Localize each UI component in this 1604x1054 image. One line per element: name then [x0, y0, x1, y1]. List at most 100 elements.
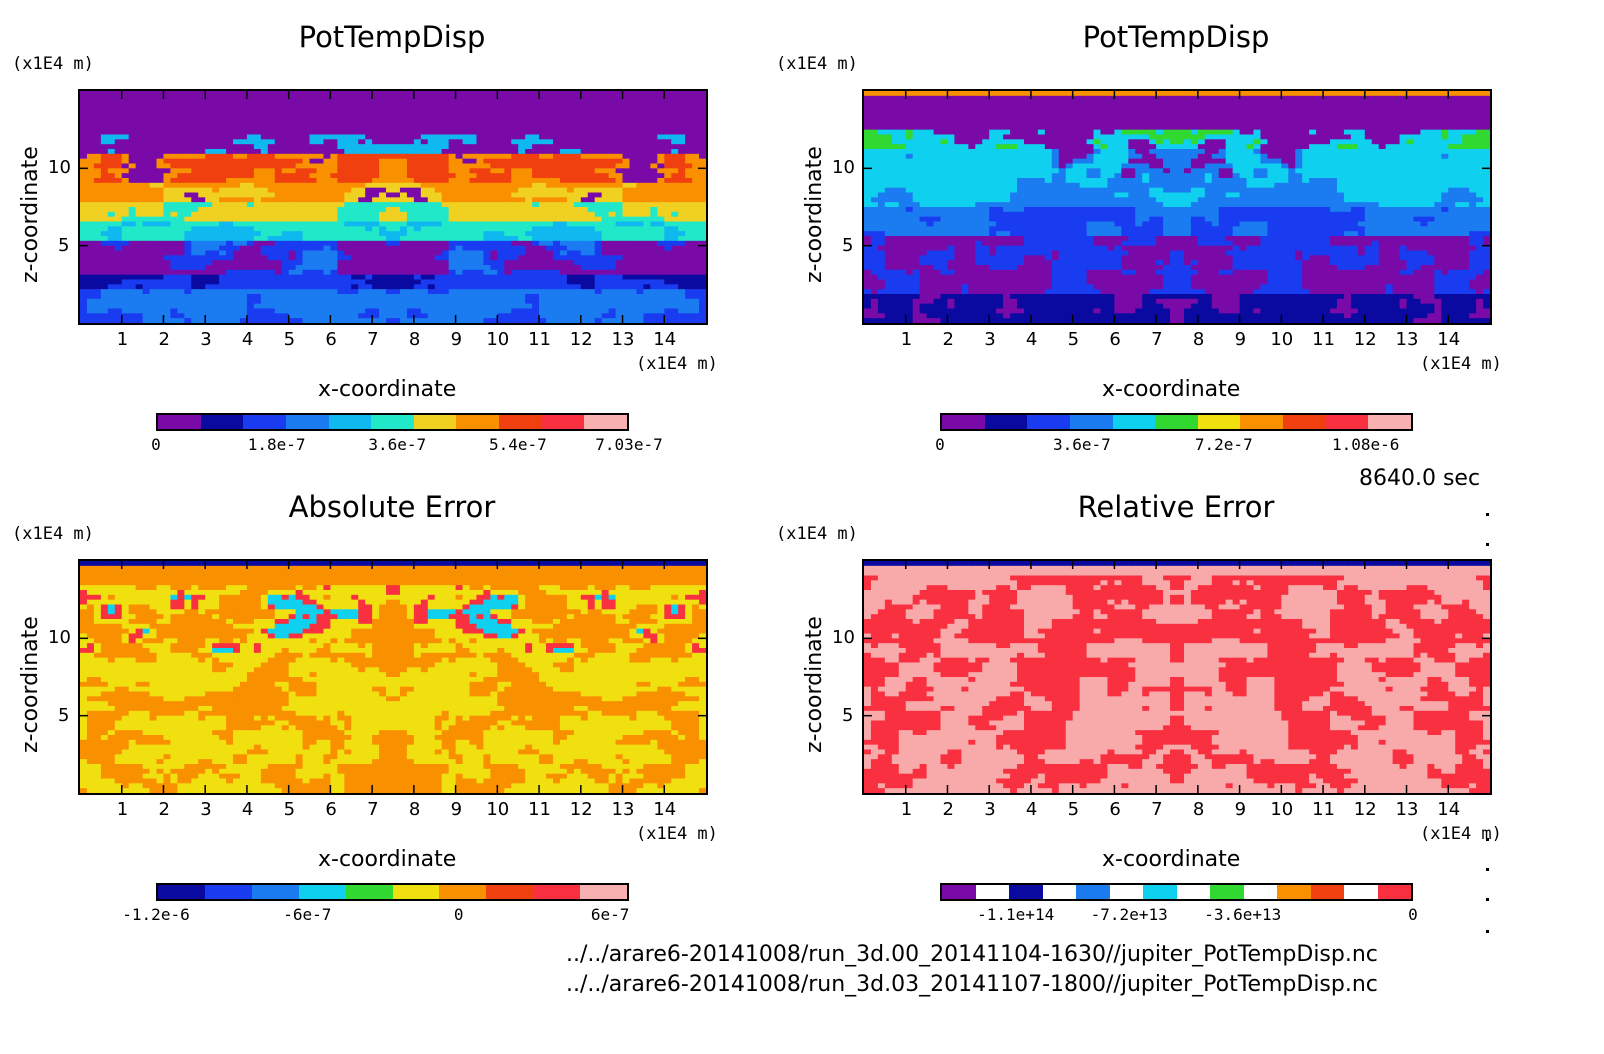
- heatmap-cell: [532, 226, 540, 232]
- heatmap-cell: [267, 158, 276, 165]
- heatmap-cell: [316, 265, 325, 271]
- heatmap-cell: [365, 313, 373, 319]
- heatmap-cell: [580, 173, 589, 179]
- heatmap-cell: [497, 202, 505, 208]
- heatmap-cell: [671, 168, 679, 174]
- heatmap-cell: [226, 216, 234, 223]
- heatmap-cell: [434, 134, 443, 140]
- heatmap-cell: [601, 110, 610, 116]
- heatmap-cell: [316, 163, 325, 169]
- heatmap-cell: [135, 298, 144, 305]
- heatmap-cell: [448, 95, 457, 102]
- heatmap-cell: [594, 216, 603, 223]
- heatmap-cell: [253, 202, 262, 208]
- heatmap-cell: [107, 149, 116, 155]
- heatmap-cell: [483, 139, 491, 145]
- heatmap-cell: [274, 124, 283, 131]
- heatmap-cell: [525, 134, 533, 140]
- heatmap-cell: [163, 226, 172, 232]
- heatmap-cell: [107, 240, 116, 247]
- heatmap-cell: [246, 308, 255, 314]
- heatmap-cell: [170, 149, 178, 155]
- heatmap-cell: [947, 91, 956, 97]
- heatmap-cell: [539, 110, 547, 116]
- heatmap-cell: [114, 163, 123, 169]
- heatmap-cell: [1107, 91, 1115, 97]
- heatmap-cell: [455, 178, 464, 184]
- heatmap-cell: [657, 178, 665, 184]
- heatmap-cell: [699, 298, 706, 305]
- heatmap-cell: [233, 308, 241, 314]
- heatmap-cell: [594, 158, 603, 165]
- heatmap-cell: [177, 95, 185, 102]
- heatmap-cell: [1121, 105, 1129, 111]
- heatmap-cell: [239, 245, 248, 252]
- heatmap-cell: [580, 260, 589, 266]
- heatmap-cell: [281, 274, 290, 281]
- heatmap-cell: [170, 265, 178, 271]
- heatmap-cell: [608, 144, 617, 150]
- heatmap-cell: [504, 139, 512, 145]
- heatmap-cell: [121, 250, 130, 256]
- heatmap-cell: [559, 216, 568, 223]
- heatmap-cell: [330, 187, 338, 194]
- heatmap-cell: [100, 91, 109, 97]
- heatmap-cell: [566, 95, 575, 102]
- heatmap-cell: [566, 153, 575, 160]
- heatmap-cell: [135, 313, 144, 319]
- heatmap-cell: [156, 260, 165, 266]
- heatmap-cell: [344, 197, 352, 203]
- heatmap-cell: [671, 298, 679, 305]
- heatmap-cell: [552, 129, 561, 136]
- heatmap-cell: [685, 120, 693, 126]
- heatmap-cell: [622, 91, 631, 97]
- heatmap-cell: [80, 221, 88, 227]
- heatmap-cell: [455, 105, 464, 111]
- heatmap-cell: [947, 120, 956, 126]
- heatmap-cell: [121, 115, 130, 121]
- heatmap-cell: [1204, 110, 1213, 116]
- heatmap-cell: [274, 294, 283, 300]
- heatmap-cell: [281, 221, 290, 227]
- heatmap-cell: [372, 231, 380, 237]
- heatmap-cell: [302, 250, 311, 256]
- heatmap-cell: [420, 178, 429, 184]
- heatmap-cell: [156, 153, 165, 160]
- heatmap-cell: [678, 163, 686, 169]
- heatmap-cell: [532, 139, 540, 145]
- heatmap-cell: [191, 187, 199, 194]
- colorbar-swatch: [499, 415, 542, 429]
- heatmap-cell: [559, 163, 568, 169]
- heatmap-cell: [184, 168, 192, 174]
- heatmap-cell: [441, 149, 450, 155]
- heatmap-cell: [114, 182, 123, 189]
- heatmap-cell: [671, 236, 679, 242]
- heatmap-cell: [309, 120, 318, 126]
- heatmap-cell: [699, 245, 706, 252]
- heatmap-cell: [671, 216, 679, 223]
- heatmap-cell: [372, 115, 380, 121]
- heatmap-cell: [1023, 115, 1032, 121]
- heatmap-cell: [1218, 100, 1227, 107]
- heatmap-cell: [191, 236, 199, 242]
- heatmap-cell: [219, 221, 227, 227]
- heatmap-cell: [86, 178, 95, 184]
- heatmap-cell: [629, 134, 638, 140]
- heatmap-cell: [149, 91, 158, 97]
- heatmap-cell: [239, 168, 248, 174]
- heatmap-cell: [434, 207, 443, 213]
- heatmap-cell: [121, 153, 130, 160]
- heatmap-cell: [309, 303, 318, 310]
- heatmap-cell: [559, 197, 568, 203]
- heatmap-cell: [441, 308, 450, 314]
- heatmap-cell: [947, 95, 956, 102]
- heatmap-cell: [142, 303, 151, 310]
- heatmap-cell: [393, 245, 401, 252]
- heatmap-cell: [692, 124, 700, 131]
- heatmap-cell: [344, 240, 352, 247]
- heatmap-cell: [323, 105, 331, 111]
- heatmap-cell: [184, 265, 192, 271]
- heatmap-cell: [539, 226, 547, 232]
- heatmap-cell: [253, 284, 262, 290]
- heatmap-cell: [427, 153, 436, 160]
